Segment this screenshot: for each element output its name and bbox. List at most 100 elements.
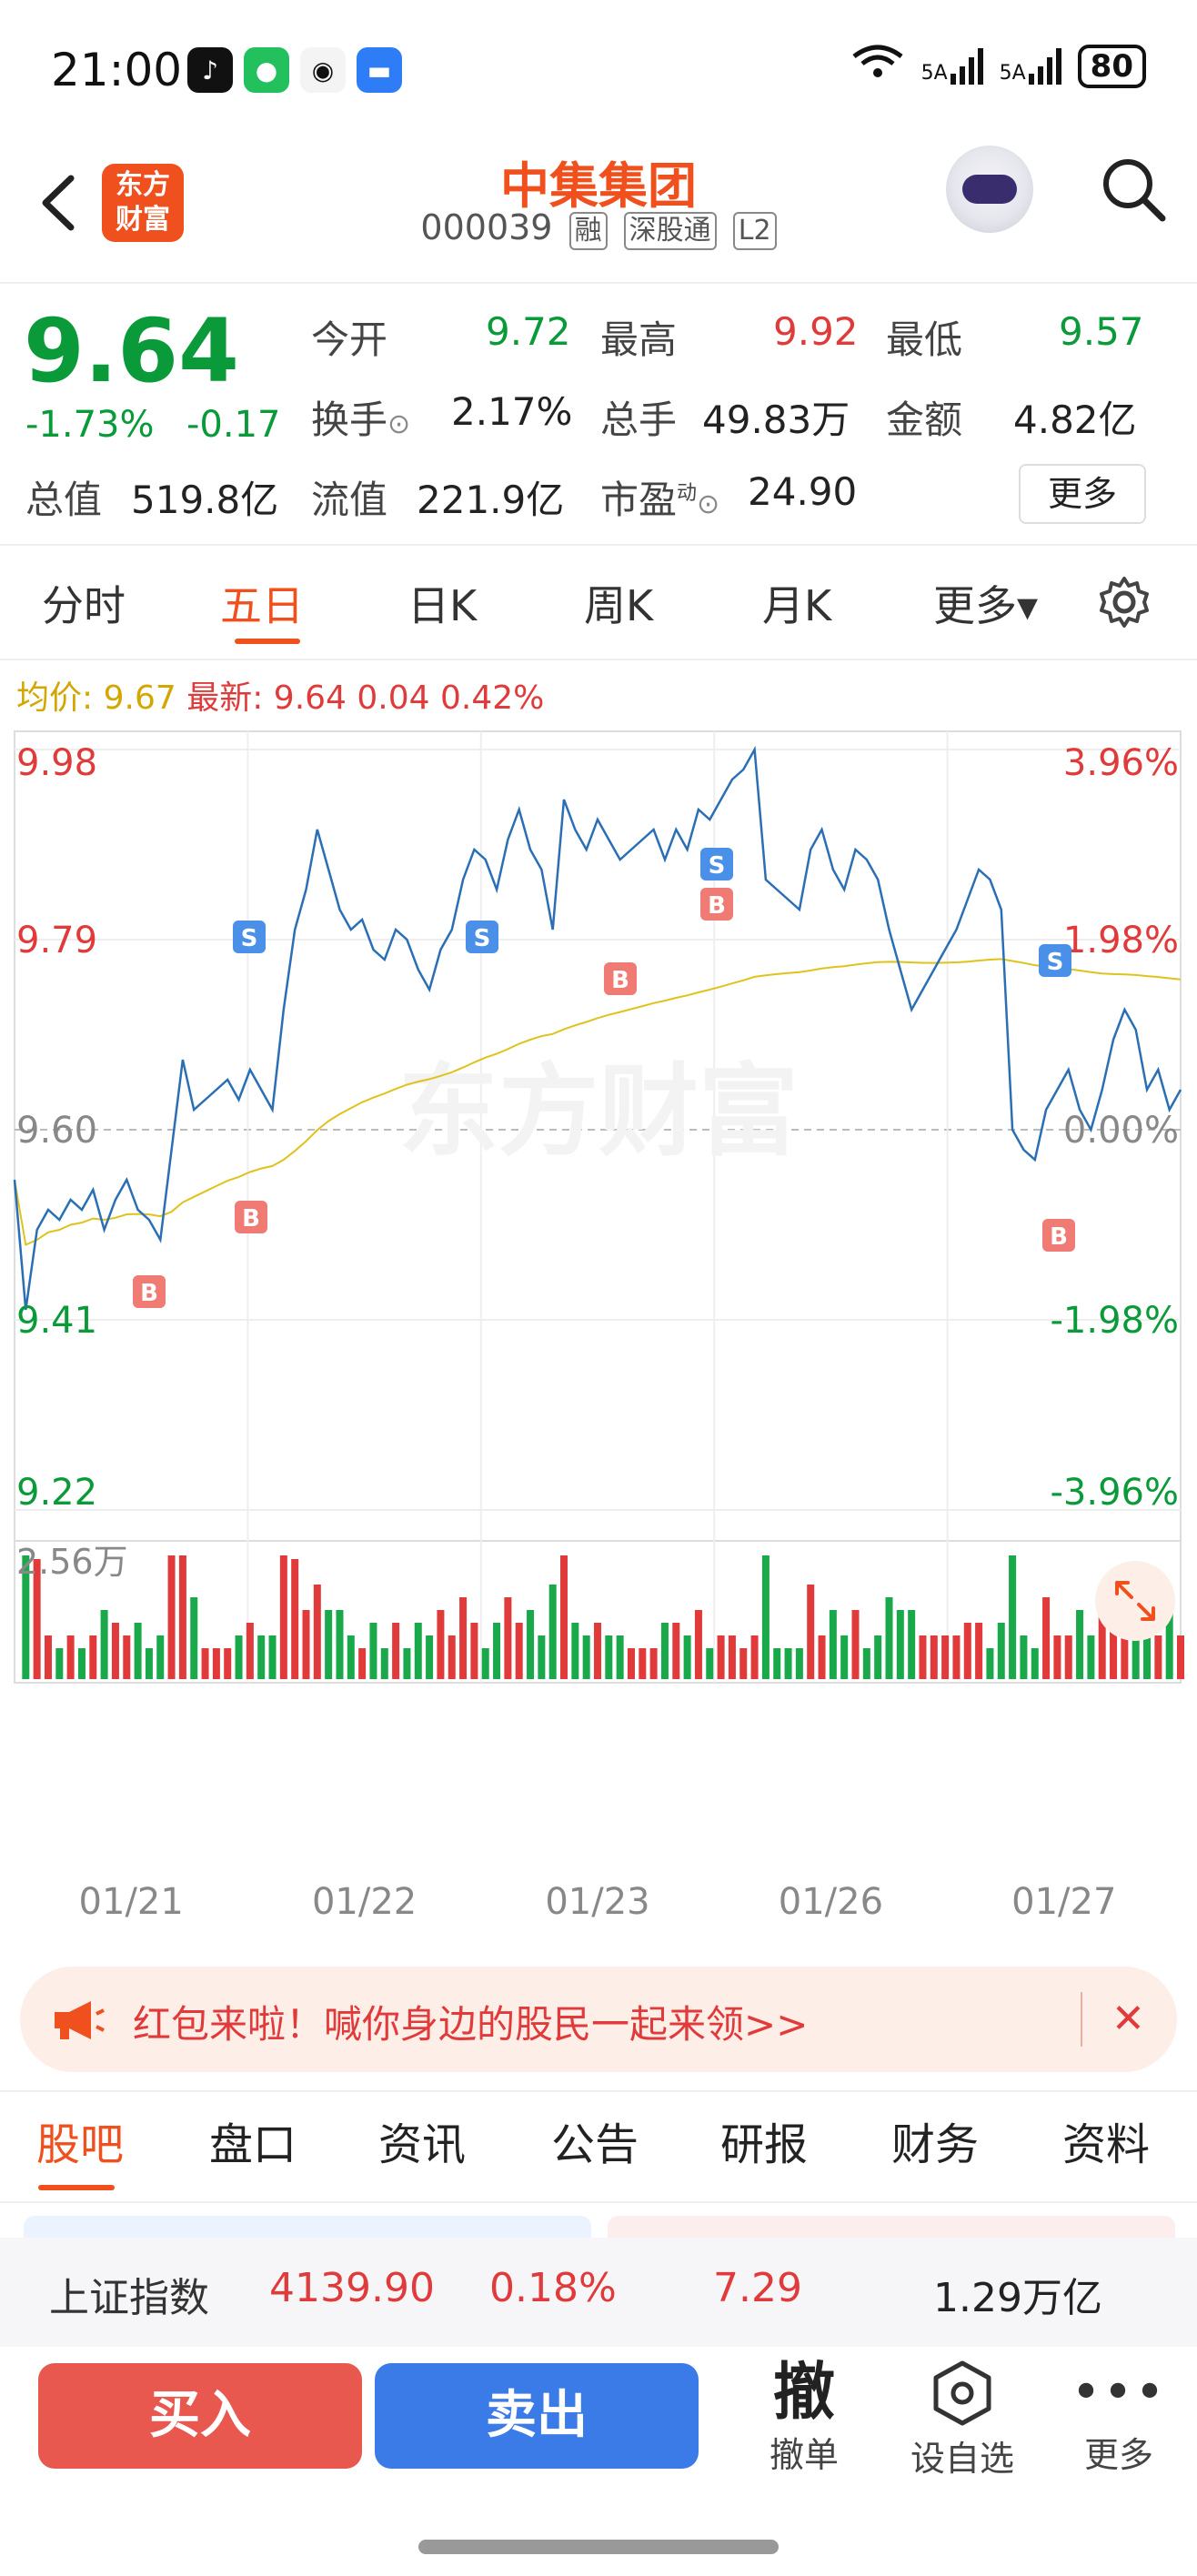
volume-bar bbox=[784, 1648, 792, 1679]
pe-info-icon[interactable]: ⊙ bbox=[697, 488, 720, 520]
sell-marker: S bbox=[1039, 944, 1071, 977]
tab-more[interactable]: 更多▾ bbox=[933, 581, 1039, 630]
robot-face-icon bbox=[962, 175, 1017, 204]
volume-bar bbox=[212, 1648, 220, 1679]
volume-bar bbox=[571, 1623, 579, 1679]
buy-marker-text: B bbox=[1050, 1223, 1068, 1251]
float-label: 流值 bbox=[311, 478, 388, 522]
tab-monthly-k[interactable]: 月K bbox=[762, 581, 832, 630]
open-label: 今开 bbox=[311, 317, 388, 362]
last-change: 0.04 bbox=[357, 679, 430, 717]
bottom-tab-indicator bbox=[38, 2185, 115, 2190]
volume-bar bbox=[818, 1635, 826, 1679]
volume-bar bbox=[874, 1635, 882, 1679]
tab-research[interactable]: 研报 bbox=[720, 2119, 809, 2170]
watermark: 东方财富 bbox=[398, 1053, 799, 1170]
y-label-left: 9.22 bbox=[16, 1472, 97, 1514]
last-label: 最新: bbox=[186, 679, 264, 717]
signal-2-icon: 5A bbox=[1000, 47, 1061, 85]
volume-bar bbox=[1154, 1635, 1162, 1679]
assistant-avatar[interactable] bbox=[946, 146, 1033, 233]
five-day-chart[interactable]: 东方财富 9.98 3.96% 9.79 1.98% 9.60 0.00% 9.41 -1.9… bbox=[0, 709, 1197, 1928]
cancel-order-button[interactable]: 撤 撤单 bbox=[749, 2360, 859, 2477]
y-label-left: 9.98 bbox=[16, 742, 97, 784]
volume-bar bbox=[66, 1635, 75, 1679]
change-percent: -1.73% bbox=[25, 404, 155, 446]
search-button[interactable] bbox=[1097, 153, 1170, 226]
tab-daily-k[interactable]: 日K bbox=[407, 581, 478, 630]
volume-bar bbox=[963, 1623, 971, 1679]
volume-bar bbox=[930, 1635, 938, 1679]
tiktok-icon: ♪ bbox=[187, 47, 233, 93]
tab-announcements[interactable]: 公告 bbox=[551, 2119, 639, 2170]
tab-guba[interactable]: 股吧 bbox=[36, 2119, 125, 2170]
tab-profile[interactable]: 资料 bbox=[1062, 2119, 1151, 2170]
chart-settings-button[interactable] bbox=[1095, 573, 1153, 635]
turnover-value: 2.17% bbox=[451, 389, 573, 434]
cancel-glyph-icon: 撤 bbox=[772, 2357, 835, 2429]
volume-bar bbox=[851, 1610, 860, 1679]
banner-text[interactable]: 红包来啦！喊你身边的股民一起来领>> bbox=[133, 2002, 809, 2047]
more-actions-button[interactable]: ••• 更多 bbox=[1064, 2360, 1173, 2477]
tab-finance[interactable]: 财务 bbox=[891, 2119, 980, 2170]
volume-bar bbox=[582, 1635, 590, 1679]
expand-button[interactable] bbox=[1095, 1561, 1175, 1641]
turnover-label: 换手⊙ bbox=[311, 389, 410, 445]
open-value: 9.72 bbox=[486, 309, 571, 354]
volume-bar bbox=[392, 1623, 400, 1679]
volume-bar bbox=[55, 1648, 64, 1679]
y-label-right: -3.96% bbox=[1050, 1472, 1179, 1514]
tab-news[interactable]: 资讯 bbox=[378, 2119, 467, 2170]
more-stats-button[interactable]: 更多 bbox=[1019, 464, 1146, 524]
sell-marker-bg bbox=[233, 921, 266, 953]
promo-banner[interactable] bbox=[20, 1967, 1177, 2072]
tab-weekly-k[interactable]: 周K bbox=[584, 581, 654, 630]
buy-button[interactable]: 买入 bbox=[38, 2363, 362, 2469]
y-label-right: 3.96% bbox=[1063, 742, 1179, 784]
pe-value: 24.90 bbox=[748, 469, 858, 514]
index-bar[interactable] bbox=[0, 2238, 1197, 2347]
system-status: 5A 5A 80 bbox=[850, 44, 1146, 88]
volume-bar bbox=[649, 1648, 658, 1679]
tab-intraday[interactable]: 分时 bbox=[42, 581, 126, 630]
volume-bar bbox=[515, 1623, 523, 1679]
volume-bar bbox=[459, 1597, 468, 1679]
tab-five-day[interactable]: 五日 bbox=[220, 581, 304, 630]
volume-bar bbox=[145, 1648, 153, 1679]
home-indicator[interactable] bbox=[418, 2540, 779, 2554]
add-watchlist-button[interactable]: 设自选 bbox=[908, 2360, 1017, 2480]
mcap-value: 519.8亿 bbox=[131, 478, 279, 522]
pe-dynamic-sup: 动 bbox=[677, 482, 698, 505]
volume-bar bbox=[975, 1623, 983, 1679]
banner-bottom-divider bbox=[0, 2090, 1197, 2092]
volume-max-label: 2.56万 bbox=[16, 1542, 128, 1582]
current-price: 9.64 bbox=[24, 300, 239, 402]
buy-marker: B bbox=[604, 962, 637, 995]
volume-bar bbox=[246, 1623, 254, 1679]
index-value: 4139.90 bbox=[269, 2265, 435, 2311]
volume-bar bbox=[279, 1555, 287, 1679]
volume-bar bbox=[1121, 1623, 1129, 1679]
header-divider bbox=[0, 282, 1197, 284]
buy-marker-bg bbox=[235, 1201, 267, 1233]
tab-pankou[interactable]: 盘口 bbox=[209, 2119, 297, 2170]
close-icon[interactable]: ✕ bbox=[1112, 1996, 1145, 2042]
volume-bar bbox=[739, 1648, 748, 1679]
volume-bar bbox=[1020, 1635, 1028, 1679]
app-logo[interactable]: 东方 财富 bbox=[102, 164, 184, 242]
volume-bar bbox=[190, 1597, 198, 1679]
high-label: 最高 bbox=[600, 317, 678, 362]
wechat-icon: ● bbox=[244, 47, 289, 93]
volume-bar bbox=[683, 1635, 691, 1679]
volume-bar bbox=[33, 1559, 41, 1679]
sell-button[interactable]: 卖出 bbox=[375, 2363, 699, 2469]
stock-code: 000039 bbox=[420, 207, 553, 247]
back-button[interactable] bbox=[33, 171, 87, 235]
volume-bar bbox=[426, 1635, 434, 1679]
volume-bar bbox=[22, 1555, 30, 1679]
volume-bar bbox=[1053, 1635, 1061, 1679]
index-amount: 1.29万亿 bbox=[933, 2275, 1102, 2321]
sell-marker: S bbox=[233, 921, 266, 953]
info-icon[interactable]: ⊙ bbox=[387, 408, 411, 440]
volume-bar bbox=[773, 1648, 781, 1679]
